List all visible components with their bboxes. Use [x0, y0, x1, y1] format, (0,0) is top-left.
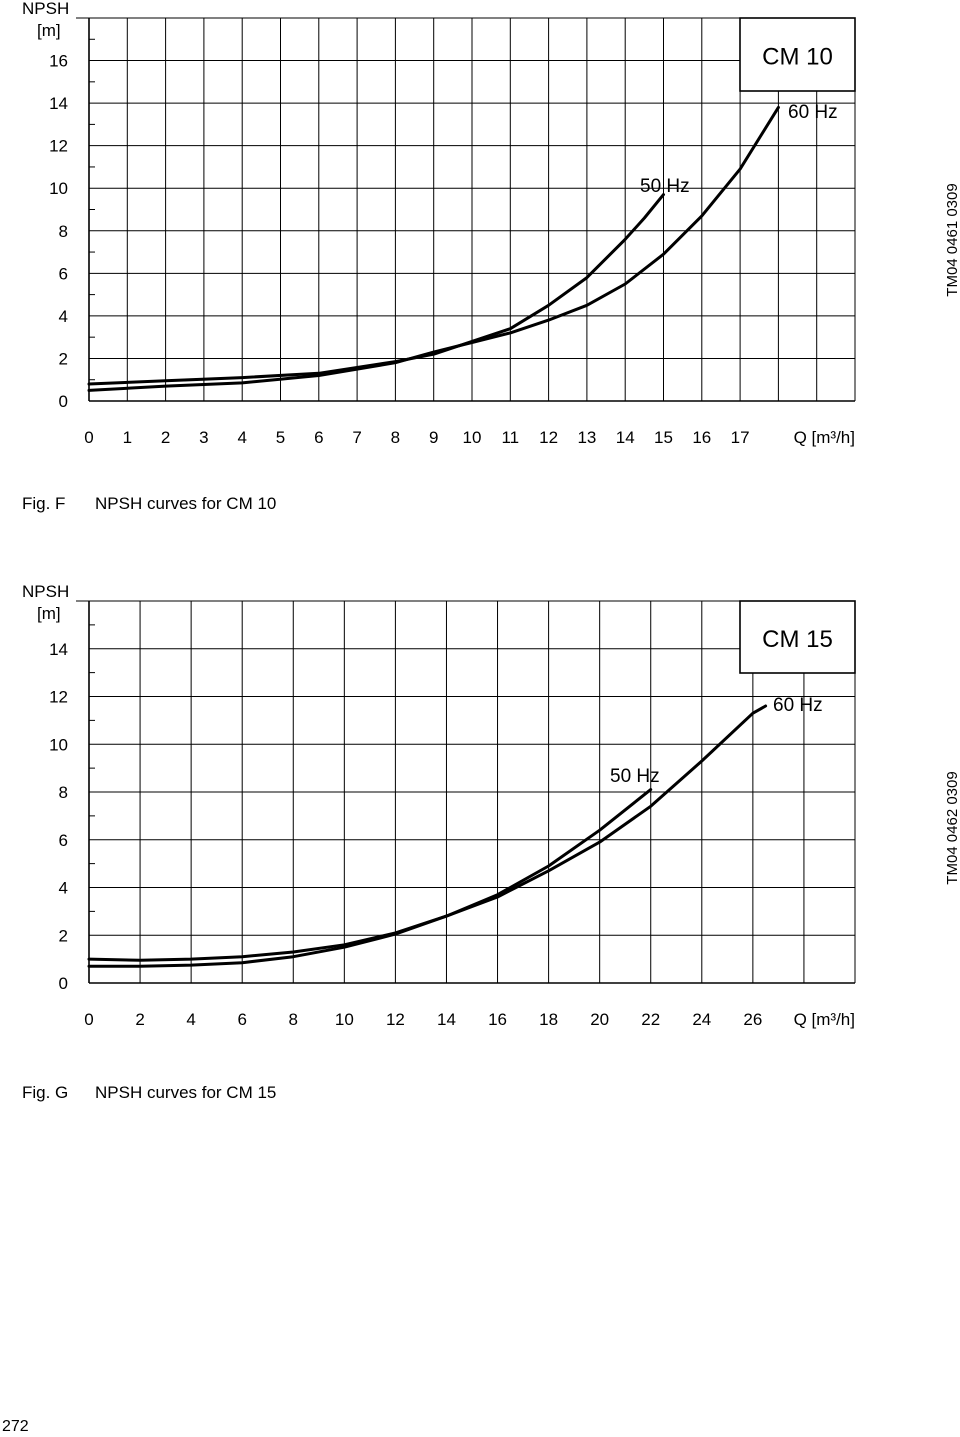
y-tick-label: 12: [49, 137, 68, 156]
series-label: 50 Hz: [610, 766, 660, 787]
x-tick-label: 15: [654, 428, 673, 447]
x-tick-label: 6: [314, 428, 323, 447]
x-tick-label: 3: [199, 428, 208, 447]
x-axis-label: Q [m³/h]: [794, 428, 855, 447]
series-label: 50 Hz: [640, 176, 690, 197]
x-tick-label: 4: [237, 428, 246, 447]
y-tick-label: 14: [49, 94, 68, 113]
x-tick-label: 22: [641, 1010, 660, 1029]
x-tick-label: 10: [463, 428, 482, 447]
chart-title: CM 15: [762, 626, 833, 653]
x-tick-label: 14: [616, 428, 635, 447]
y-tick-label: 14: [49, 640, 68, 659]
series-label: 60 Hz: [788, 102, 838, 123]
y-tick-label: 2: [59, 349, 68, 368]
x-tick-label: 8: [391, 428, 400, 447]
x-tick-label: 2: [135, 1010, 144, 1029]
figure-caption-text: NPSH curves for CM 10: [95, 494, 277, 513]
document-code: TM04 0461 0309: [944, 183, 960, 296]
page-number: 272: [2, 1418, 29, 1435]
x-tick-label: 0: [84, 1010, 93, 1029]
y-tick-label: 6: [59, 831, 68, 850]
x-tick-label: 9: [429, 428, 438, 447]
y-tick-label: 6: [59, 264, 68, 283]
document-code: TM04 0462 0309: [944, 771, 960, 884]
x-tick-label: 18: [539, 1010, 558, 1029]
y-tick-label: 0: [59, 392, 68, 411]
figure-caption-text: NPSH curves for CM 15: [95, 1083, 277, 1102]
x-tick-label: 12: [539, 428, 558, 447]
y-tick-label: 8: [59, 783, 68, 802]
y-tick-label: 10: [49, 179, 68, 198]
x-tick-label: 17: [731, 428, 750, 447]
x-tick-label: 1: [123, 428, 132, 447]
chart-title: CM 10: [762, 44, 833, 71]
chart-title-box: [739, 600, 856, 674]
x-tick-label: 5: [276, 428, 285, 447]
x-tick-label: 0: [84, 428, 93, 447]
y-axis-unit: [m]: [37, 604, 61, 623]
x-axis-label: Q [m³/h]: [794, 1010, 855, 1029]
x-tick-label: 26: [743, 1010, 762, 1029]
y-tick-label: 4: [59, 307, 68, 326]
y-tick-label: 12: [49, 688, 68, 707]
x-tick-label: 16: [488, 1010, 507, 1029]
x-tick-label: 8: [289, 1010, 298, 1029]
series-label: 60 Hz: [773, 695, 823, 716]
x-tick-label: 20: [590, 1010, 609, 1029]
x-tick-label: 14: [437, 1010, 456, 1029]
series-line-50-hz: [87, 193, 665, 386]
y-axis-label: NPSH: [22, 582, 69, 601]
y-axis-unit: [m]: [37, 21, 61, 40]
chart-title-box: [739, 17, 856, 92]
y-tick-label: 0: [59, 974, 68, 993]
y-tick-label: 10: [49, 735, 68, 754]
y-axis-label: NPSH: [22, 0, 69, 18]
x-tick-label: 11: [501, 428, 519, 447]
x-tick-label: 16: [692, 428, 711, 447]
x-tick-label: 2: [161, 428, 170, 447]
y-tick-label: 8: [59, 222, 68, 241]
x-tick-label: 4: [186, 1010, 195, 1029]
series-line-50-hz: [87, 788, 653, 962]
x-tick-label: 6: [237, 1010, 246, 1029]
figure-label: Fig. F: [22, 494, 66, 513]
x-tick-label: 10: [335, 1010, 354, 1029]
figure-label: Fig. G: [22, 1083, 69, 1102]
x-tick-label: 13: [577, 428, 596, 447]
series-line-60-hz: [87, 704, 768, 968]
x-tick-label: 24: [692, 1010, 711, 1029]
x-tick-label: 12: [386, 1010, 405, 1029]
y-tick-label: 4: [59, 879, 68, 898]
series-line-60-hz: [87, 105, 780, 392]
y-tick-label: 2: [59, 926, 68, 945]
y-tick-label: 16: [49, 52, 68, 71]
x-tick-label: 7: [352, 428, 361, 447]
